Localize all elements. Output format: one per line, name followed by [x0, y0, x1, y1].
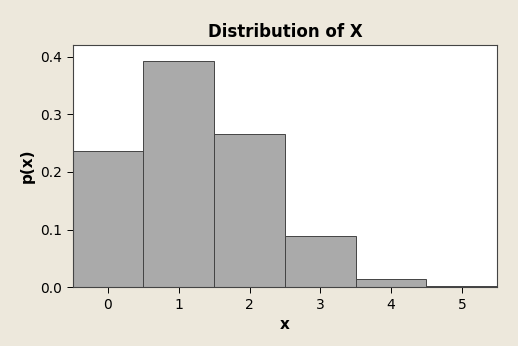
Bar — [73, 151, 143, 287]
Bar — [285, 236, 356, 287]
Bar — [214, 134, 285, 287]
Y-axis label: p(x): p(x) — [20, 149, 35, 183]
Title: Distribution of X: Distribution of X — [208, 22, 362, 40]
X-axis label: x: x — [280, 317, 290, 332]
Bar — [356, 279, 426, 287]
Bar — [426, 286, 497, 287]
Bar — [143, 61, 214, 287]
